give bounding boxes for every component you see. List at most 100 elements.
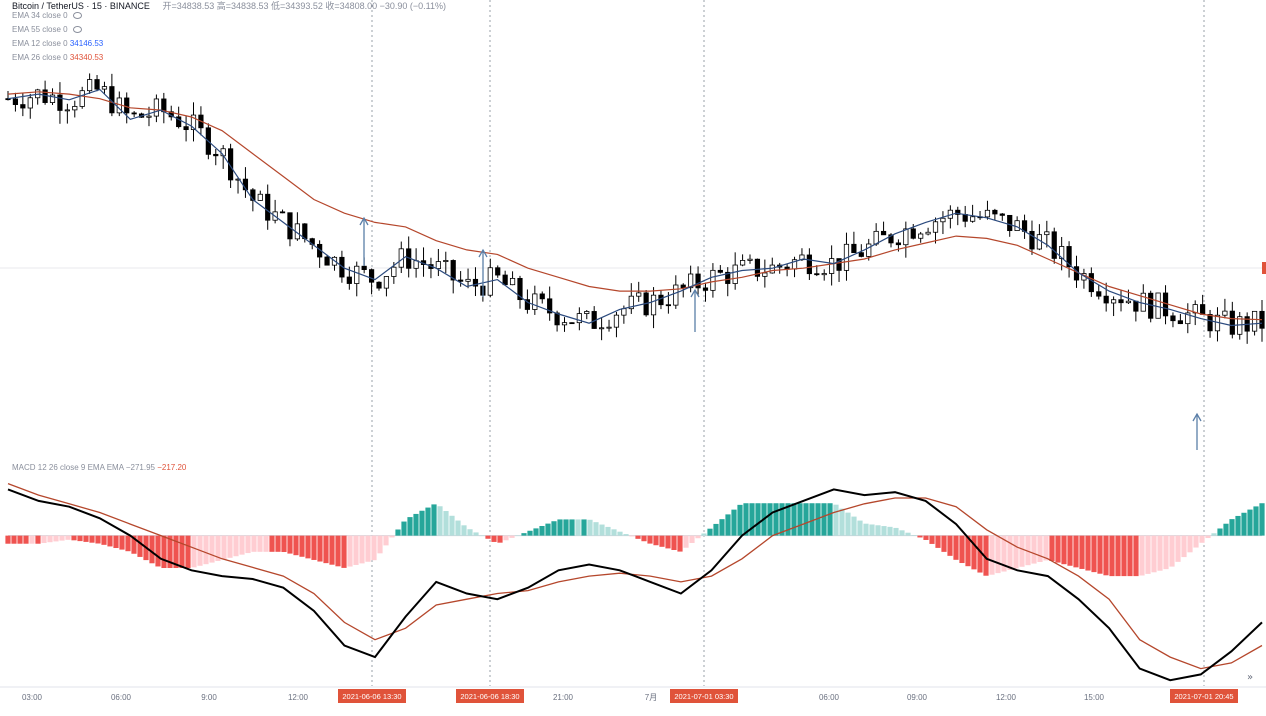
histogram-bar [449,515,455,536]
histogram-bar [569,519,575,536]
histogram-bar [1193,535,1199,548]
candle-down [1200,304,1206,315]
ema26-line [7,91,1263,321]
candle-up [673,284,679,306]
histogram-bar [821,503,827,536]
histogram-bar [995,535,1001,574]
candle-up [829,258,835,274]
candle-up [940,217,946,223]
histogram-bar [1253,506,1259,536]
histogram-bar [815,503,821,536]
histogram-bar [731,509,737,536]
histogram-bar [1103,535,1109,576]
candles [5,73,1265,344]
histogram-bar [497,535,503,543]
candle-up [628,295,634,310]
histogram-bar [1055,535,1061,563]
histogram-bar [677,535,683,552]
visibility-icon[interactable] [72,12,82,20]
candle-down [851,243,857,254]
histogram-bar [797,503,803,536]
histogram-bar [1013,535,1019,569]
histogram-bar [203,535,209,565]
candle-up [391,266,397,277]
histogram-bar [1241,512,1247,536]
histogram-bar [695,535,701,539]
candle-down [339,256,345,278]
histogram-bar [113,535,119,549]
macd-legend[interactable]: MACD 12 26 close 9 EMA EMA −271.95 −217.… [12,463,187,472]
ema12-value: 34146.53 [69,39,104,48]
histogram-bar [95,535,101,544]
crosshair-time-badge-bg [1170,689,1238,703]
histogram-bar [1235,515,1241,536]
histogram-bar [101,535,107,545]
histogram-bar [1157,535,1163,571]
histogram-bar [653,535,659,546]
macd-line [7,488,1263,682]
candle-up [576,313,582,324]
histogram-bar [1217,528,1223,536]
indicator-legend-ema55[interactable]: EMA 55 close 0 [12,25,82,34]
visibility-icon[interactable] [72,26,82,34]
histogram-bar [1181,535,1187,558]
scroll-right-icon[interactable]: » [1247,672,1253,683]
candle-down [888,234,894,244]
candle-up [636,292,642,297]
candle-down [368,269,375,283]
histogram-bar [779,503,785,536]
histogram-bar [1037,535,1043,563]
indicator-legend-ema26[interactable]: EMA 26 close 0 34340.53 [12,53,104,62]
histogram-bar [305,535,311,559]
histogram-bar [485,535,491,539]
histogram-bar [119,535,125,550]
histogram-bar [605,526,611,536]
histogram-bar [689,535,695,543]
histogram-bar [1067,535,1073,566]
indicator-legend-ema12[interactable]: EMA 12 close 0 34146.53 [12,39,104,48]
candle-up [925,231,931,235]
histogram-bar [317,535,323,562]
candle-down [376,281,382,289]
candle-down [450,260,456,281]
candle-up [621,308,627,316]
candle-down [502,274,508,286]
histogram-bar [953,535,959,560]
histogram-bar [107,535,113,547]
histogram-bar [611,529,617,536]
histogram-bar [851,516,857,536]
candle-down [346,276,352,284]
candle-up [762,272,768,277]
time-tick-label: 7月 [645,693,657,702]
candle-down [814,273,820,276]
histogram-bar [425,507,431,536]
candle-up [27,97,33,109]
histogram-bar [5,535,11,544]
indicator-legend-ema34[interactable]: EMA 34 close 0 [12,11,82,20]
crosshair-time-badge-bg [338,689,406,703]
histogram-bar [767,503,773,536]
candle-up [866,243,872,257]
signal-arrow-head-3 [1192,412,1202,422]
crosshair-time-badge: 2021-07-01 20:45 [1174,692,1233,701]
candle-up [383,276,390,289]
candle-up [509,277,516,286]
candle-up [918,233,924,239]
histogram-bar [521,533,527,536]
histogram-bar [683,535,689,548]
candle-up [650,294,657,316]
histogram-bar [719,519,725,536]
histogram-bar [863,523,869,536]
histogram-bar [533,528,539,536]
histogram-bar [623,534,629,536]
histogram-bar [845,512,851,536]
candle-up [1222,310,1228,316]
candle-down [702,287,709,291]
candle-down [495,267,501,276]
candle-up [49,94,56,103]
histogram-bar [1025,535,1031,566]
candle-down [1177,320,1183,325]
histogram-bar [53,535,59,542]
